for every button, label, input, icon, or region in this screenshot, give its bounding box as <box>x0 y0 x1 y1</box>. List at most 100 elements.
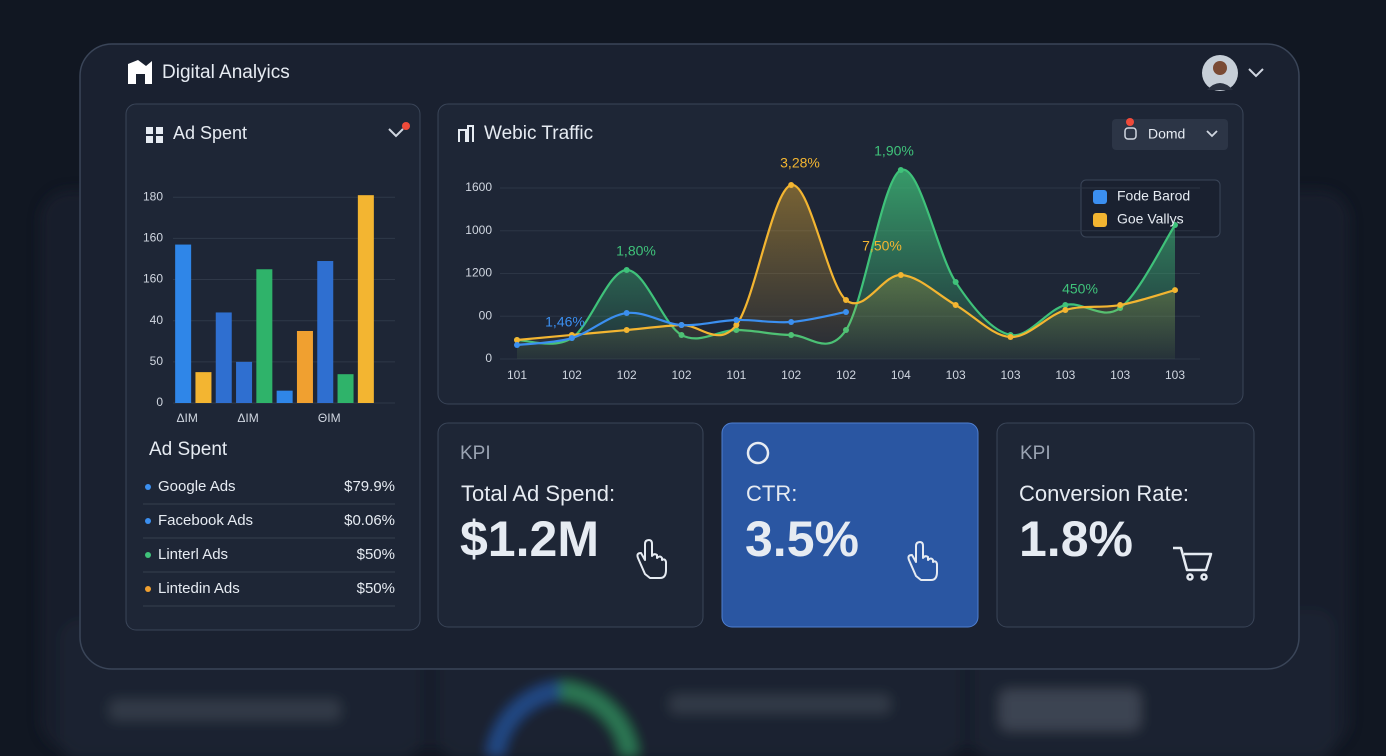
notification-dot <box>1126 118 1134 126</box>
line-point <box>1007 333 1014 340</box>
line <box>516 183 1176 342</box>
x-tick-label: 103 <box>1000 368 1020 382</box>
y-tick-label: 50 <box>150 354 164 368</box>
kpi-tag: KPI <box>1020 443 1051 464</box>
line-point <box>1062 302 1069 309</box>
x-tick-label: 102 <box>671 368 691 382</box>
line-point <box>568 335 575 342</box>
line-point <box>623 266 630 273</box>
line-point <box>623 327 630 334</box>
kpi-value: 1.8% <box>1019 511 1133 567</box>
bar <box>195 372 212 403</box>
bar <box>256 269 273 403</box>
list-name: Linterl Ads <box>158 546 228 563</box>
line-point <box>788 319 795 326</box>
bar <box>317 261 334 403</box>
dropdown-chevron <box>1206 130 1218 138</box>
kpi-value: $1.2M <box>460 511 599 567</box>
line-point <box>1062 307 1069 314</box>
pointer-icon <box>636 539 938 581</box>
kpi-label: CTR: <box>746 481 797 506</box>
line-point <box>514 336 520 343</box>
line-point <box>952 302 959 309</box>
line-point <box>843 297 849 304</box>
line-point <box>1172 221 1178 228</box>
dropdown-icon <box>1124 127 1137 140</box>
card-title: Ad Spent <box>173 123 247 143</box>
y-tick-label: 180 <box>143 189 163 203</box>
annotation: 3,28% <box>780 155 820 171</box>
x-tick-label: 104 <box>891 368 911 382</box>
y-tick-label: 1200 <box>465 266 492 280</box>
user-menu-chevron[interactable] <box>1248 68 1264 78</box>
y-tick-label: 1000 <box>465 223 492 237</box>
bar <box>357 195 374 403</box>
legend-label: Goe Vallys <box>1117 211 1184 227</box>
list-dot <box>145 552 151 558</box>
grid-icon <box>146 127 163 143</box>
bar <box>215 312 232 403</box>
x-tick-label: 103 <box>946 368 966 382</box>
x-tick-label: 102 <box>781 368 801 382</box>
line-point <box>897 271 904 278</box>
x-tick-label: 102 <box>562 368 582 382</box>
line-point <box>952 279 959 286</box>
line-area <box>517 184 1175 359</box>
list-dot <box>145 484 151 490</box>
card-title: Webic Traffic <box>484 123 593 144</box>
annotation: 1,90% <box>874 143 914 159</box>
chart-icon <box>458 125 474 142</box>
kpi-card[interactable] <box>437 422 704 628</box>
y-tick-label: 0 <box>485 351 492 365</box>
kpi-value: 3.5% <box>745 511 859 567</box>
line-point <box>733 316 740 323</box>
x-tick-label: 103 <box>1055 368 1075 382</box>
list-dot <box>145 586 151 592</box>
line-point <box>897 167 904 174</box>
legend-box <box>1080 179 1221 238</box>
y-tick-label: 40 <box>150 313 164 327</box>
x-tick-label: 102 <box>836 368 856 382</box>
x-tick-label: 101 <box>507 368 527 382</box>
dropdown[interactable] <box>1112 119 1228 150</box>
card-menu[interactable] <box>388 128 404 138</box>
line-point <box>623 310 630 317</box>
list-value: $0.06% <box>344 512 395 529</box>
x-tick-label: ΔIM <box>237 411 258 425</box>
x-tick-label: 102 <box>617 368 637 382</box>
line-point <box>678 322 685 329</box>
legend-swatch <box>1093 190 1107 204</box>
x-tick-label: 103 <box>1110 368 1130 382</box>
list-value: $79.9% <box>344 478 395 495</box>
list-title: Ad Spent <box>149 439 228 460</box>
y-tick-label: 0 <box>156 395 163 409</box>
avatar-face <box>1213 61 1227 75</box>
list-value: $50% <box>357 580 395 597</box>
line-point <box>1117 302 1124 309</box>
ad-spent-card <box>125 103 421 631</box>
bar <box>296 330 313 403</box>
kpi-tag: KPI <box>460 443 491 464</box>
x-tick-label: 103 <box>1165 368 1185 382</box>
annotation: 1,80% <box>616 243 656 259</box>
logo <box>128 60 152 84</box>
line-point <box>788 182 795 189</box>
kpi-card-active[interactable] <box>721 422 979 628</box>
list-name: Google Ads <box>158 478 236 495</box>
x-tick-label: ΔIM <box>176 411 197 425</box>
kpi-label: Conversion Rate: <box>1019 481 1189 506</box>
list-value: $50% <box>357 546 395 563</box>
list-dot <box>145 518 151 524</box>
notification-dot <box>402 122 410 130</box>
line-point <box>733 322 740 329</box>
y-tick-label: 160 <box>143 231 163 245</box>
kpi-card[interactable] <box>996 422 1255 628</box>
annotation: 450% <box>1062 281 1098 297</box>
x-tick-label: ΘIM <box>318 411 341 425</box>
legend-swatch <box>1093 213 1107 227</box>
x-tick-label: 101 <box>726 368 746 382</box>
annotation: 1,46% <box>545 314 585 330</box>
y-tick-label: 00 <box>479 308 493 322</box>
cart-icon <box>1173 546 1213 581</box>
